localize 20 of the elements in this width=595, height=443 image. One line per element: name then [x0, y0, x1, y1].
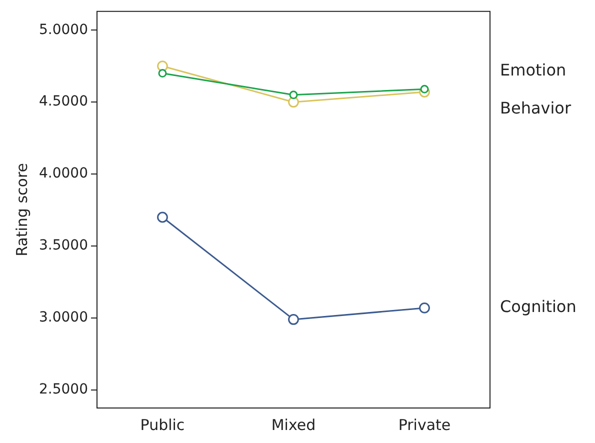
x-tick-label: Mixed	[271, 416, 316, 434]
y-axis-title: Rating score	[12, 162, 31, 256]
point	[158, 69, 167, 78]
y-tick-label: 4.0000	[38, 166, 88, 182]
point	[288, 314, 299, 325]
y-tick-label: 3.5000	[38, 238, 88, 254]
text: Emotion	[500, 60, 566, 80]
x-tick-label: Public	[140, 416, 185, 434]
text: Behavior	[500, 98, 572, 118]
x-tick-label: Private	[398, 416, 451, 434]
point	[288, 96, 299, 108]
y-tick-label: 4.5000	[38, 94, 88, 110]
y-tick-label: 2.5000	[38, 382, 88, 398]
y-tick-label: 5.0000	[38, 22, 88, 38]
y-tick-label: 3.0000	[38, 310, 88, 326]
point	[420, 84, 429, 94]
point	[157, 212, 168, 223]
point	[419, 302, 430, 314]
text: Cognition	[500, 297, 576, 316]
point	[289, 90, 298, 100]
